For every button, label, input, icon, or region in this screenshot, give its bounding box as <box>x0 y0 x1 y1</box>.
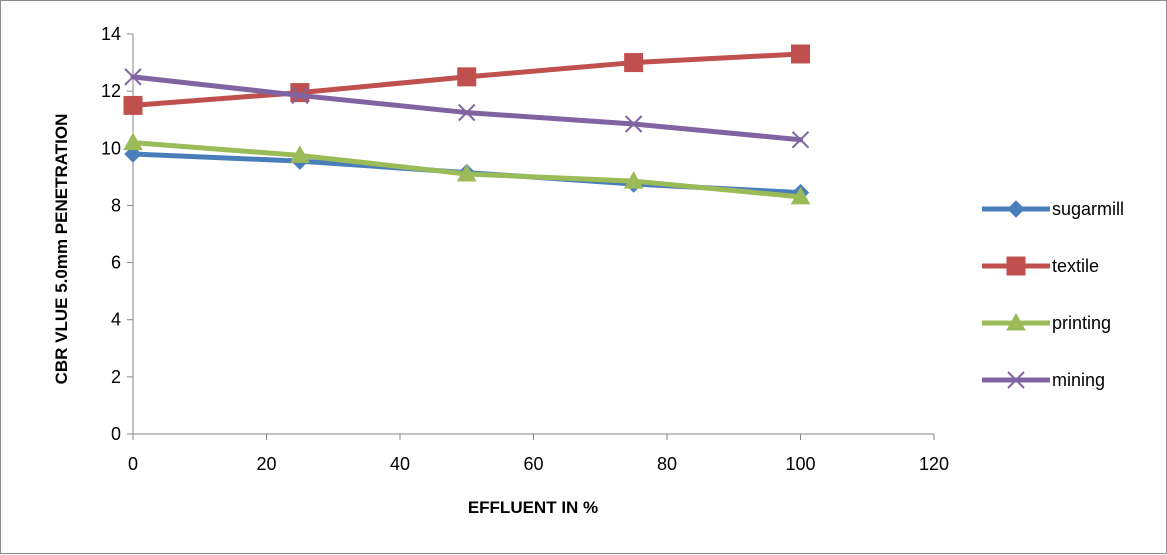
data-point-textile <box>123 95 143 115</box>
legend-item-printing: printing <box>982 312 1111 333</box>
marker-stroke <box>291 86 309 105</box>
data-point-mining <box>124 68 142 86</box>
data-point-mining <box>791 131 810 149</box>
y-tick-label: 0 <box>111 424 121 444</box>
legend: sugarmill textile printing mining <box>982 199 1124 390</box>
marker-stroke <box>458 103 476 122</box>
data-point-printing <box>456 163 477 182</box>
marker-stroke <box>624 115 643 133</box>
y-tick-label: 8 <box>111 195 121 215</box>
y-tick-label: 12 <box>101 81 121 101</box>
y-tick-label: 10 <box>101 138 121 158</box>
series-mining <box>124 68 810 149</box>
x-tick-label: 60 <box>523 454 543 474</box>
legend-label: sugarmill <box>1052 199 1124 219</box>
legend-marker <box>1007 200 1025 218</box>
legend-marker <box>1006 312 1026 331</box>
legend-item-sugarmill: sugarmill <box>982 199 1124 219</box>
y-tick-label: 14 <box>101 24 121 44</box>
y-tick-label: 4 <box>111 310 121 330</box>
legend-marker <box>1007 371 1025 389</box>
legend-label: textile <box>1052 256 1099 276</box>
legend-label: mining <box>1052 370 1105 390</box>
x-tick-label: 100 <box>785 454 815 474</box>
data-point-mining <box>291 86 309 105</box>
x-tick-labels: 0 20 40 60 80 100 120 <box>128 454 949 474</box>
series-lines <box>123 44 811 205</box>
legend-item-mining: mining <box>982 370 1105 390</box>
data-point-printing <box>623 171 644 189</box>
series-textile <box>123 44 810 115</box>
data-point-mining <box>458 103 476 122</box>
data-point-textile <box>791 44 810 64</box>
data-point-printing <box>123 132 143 151</box>
y-axis-title: CBR VLUE 5.0mm PENETRATION <box>52 114 71 385</box>
y-tick-labels: 0 2 4 6 8 10 12 14 <box>101 24 121 444</box>
data-point-mining <box>624 115 643 133</box>
x-axis-title: EFFLUENT IN % <box>468 498 598 517</box>
data-point-printing <box>290 145 310 163</box>
x-tick-label: 0 <box>128 454 138 474</box>
marker-stroke <box>1007 371 1025 389</box>
x-tick-label: 20 <box>256 454 276 474</box>
x-tick-label: 40 <box>390 454 410 474</box>
data-point-printing <box>790 186 811 205</box>
y-tick-label: 2 <box>111 367 121 387</box>
data-point-textile <box>624 53 644 73</box>
y-tick-label: 6 <box>111 253 121 273</box>
marker-stroke <box>124 68 142 86</box>
x-tick-label: 120 <box>919 454 949 474</box>
legend-label: printing <box>1052 313 1111 333</box>
series-printing <box>123 132 811 205</box>
marker-stroke <box>791 131 810 149</box>
legend-item-textile: textile <box>982 256 1099 276</box>
data-point-textile <box>457 67 477 87</box>
x-tick-label: 80 <box>657 454 677 474</box>
legend-marker <box>1006 256 1026 276</box>
